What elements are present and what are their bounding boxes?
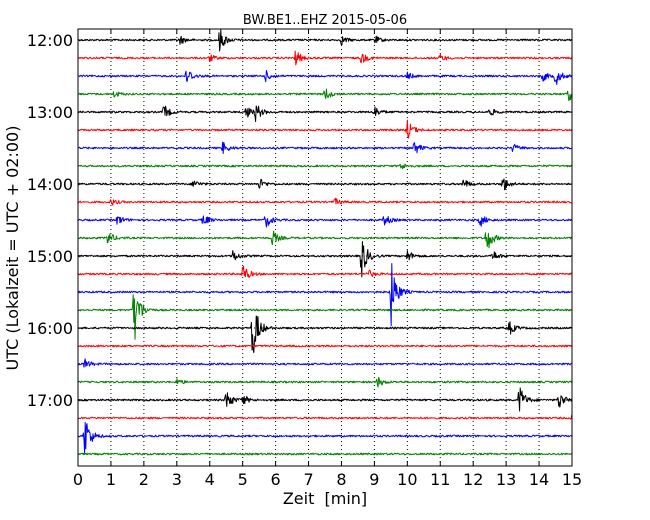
- trace-line: [77, 178, 572, 191]
- x-tick-label: 13: [496, 470, 516, 489]
- trace-line: [77, 88, 573, 102]
- trace-line: [77, 377, 573, 388]
- x-tick-label: 14: [529, 470, 549, 489]
- trace-line: [77, 197, 572, 206]
- trace-line: [77, 50, 573, 66]
- plot-frame: [77, 28, 573, 467]
- x-tick-label: 2: [139, 470, 149, 489]
- x-tick-label: 15: [562, 470, 582, 489]
- trace-line: [77, 315, 573, 354]
- trace-line: [77, 265, 573, 278]
- x-axis-label: Zeit [min]: [283, 489, 367, 508]
- x-axis: 0 1 2 3 4 5 6 7 8 9 10 11 12 13 14 15: [73, 29, 582, 489]
- x-tick-label: 10: [397, 470, 417, 489]
- x-tick-label: 8: [336, 470, 346, 489]
- x-tick-label: 1: [106, 470, 116, 489]
- trace-line: [77, 105, 573, 122]
- x-tick-label: 9: [369, 470, 379, 489]
- trace-line: [77, 119, 573, 139]
- y-axis-label: UTC (Lokalzeit = UTC + 02:00): [3, 126, 22, 371]
- trace-line: [77, 452, 572, 456]
- grid: [78, 29, 572, 466]
- traces: [77, 29, 573, 456]
- trace-line: [77, 358, 572, 368]
- x-tick-label: 7: [303, 470, 313, 489]
- y-tick-label: 15:00: [27, 247, 73, 266]
- trace-line: [77, 294, 572, 340]
- y-tick-label: 16:00: [27, 319, 73, 338]
- x-tick-label: 0: [73, 470, 83, 489]
- x-tick-label: 6: [271, 470, 281, 489]
- y-axis: 12:00 13:00 14:00 15:00 16:00 17:00: [27, 31, 572, 410]
- y-tick-label: 17:00: [27, 391, 73, 410]
- trace-line: [77, 69, 573, 85]
- y-tick-label: 13:00: [27, 103, 73, 122]
- x-tick-label: 11: [430, 470, 450, 489]
- trace-line: [77, 215, 573, 228]
- x-tick-label: 4: [205, 470, 215, 489]
- trace-line: [77, 141, 572, 154]
- y-tick-label: 12:00: [27, 31, 73, 50]
- x-tick-label: 3: [172, 470, 182, 489]
- y-tick-label: 14:00: [27, 175, 73, 194]
- x-tick-label: 12: [463, 470, 483, 489]
- trace-line: [77, 414, 573, 420]
- trace-line: [77, 240, 573, 278]
- trace-line: [77, 387, 573, 412]
- chart-title: BW.BE1..EHZ 2015-05-06: [243, 13, 407, 28]
- x-tick-label: 5: [238, 470, 248, 489]
- trace-line: [77, 29, 573, 52]
- trace-line: [77, 262, 573, 327]
- trace-line: [77, 421, 573, 454]
- trace-line: [77, 230, 572, 249]
- trace-line: [77, 163, 573, 170]
- trace-line: [77, 344, 573, 348]
